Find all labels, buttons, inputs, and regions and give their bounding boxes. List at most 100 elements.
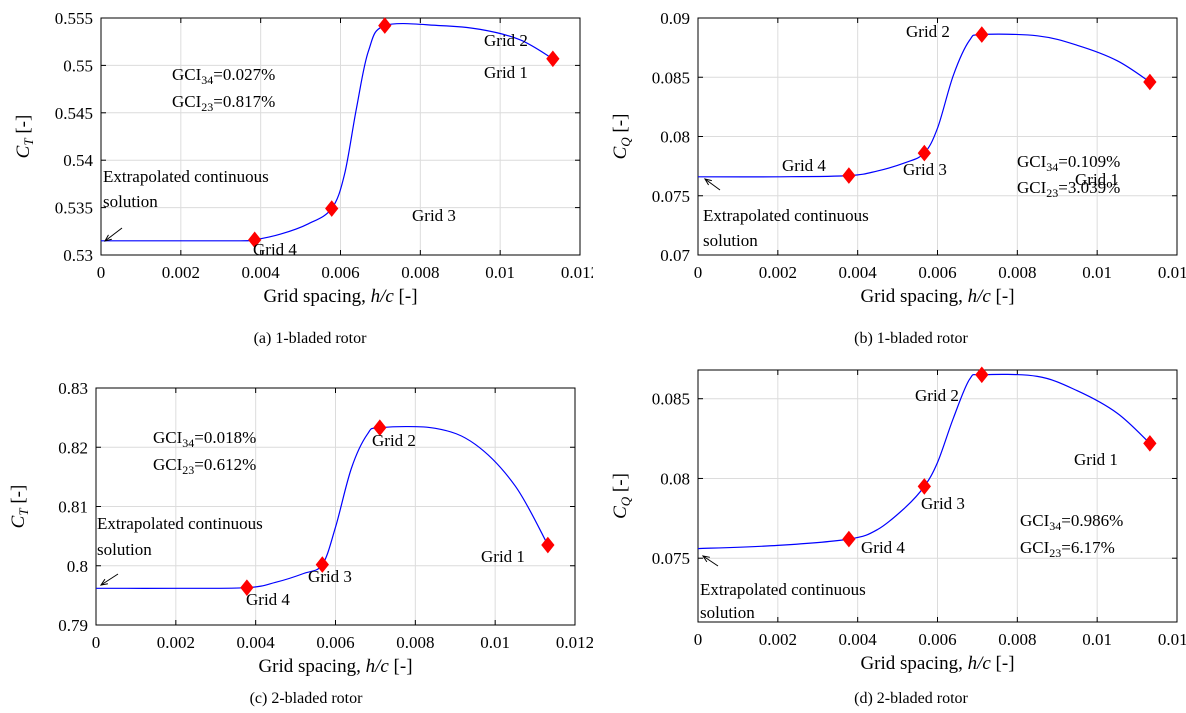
y-tick-label: 0.075 [652,549,690,568]
x-tick-label: 0.008 [998,263,1036,282]
y-tick-label: 0.07 [660,246,690,265]
y-axis-label: CT [-] [8,485,31,529]
point-label: Grid 2 [484,31,528,50]
y-tick-label: 0.085 [652,68,690,87]
gci-34: GCI34=0.018% [153,428,256,450]
data-point-grid-4 [240,579,254,596]
y-tick-label: 0.82 [58,438,88,457]
data-point-grid-4 [842,530,856,548]
point-label: Grid 3 [412,206,456,225]
extrapolated-annotation: Extrapolated continuous [97,514,263,533]
x-tick-label: 0.012 [556,633,593,652]
y-tick-label: 0.55 [63,56,93,75]
x-axis-label: Grid spacing, h/c [-] [263,286,417,307]
x-tick-label: 0.01 [480,633,510,652]
chart-panel-d: 0 0.002 0.004 0.006 0.008 0.01 0.012 0.075 0.08 0… [610,366,1186,674]
gci-23: GCI23=3.039% [1017,178,1120,200]
point-label: Grid 2 [915,386,959,405]
arrow-head [703,178,712,186]
extrapolated-annotation: Extrapolated continuous [700,580,866,599]
arrow-head [99,578,108,586]
point-label: Grid 1 [481,547,525,566]
data-point-grid-2 [378,17,392,34]
x-tick-label: 0.01 [1082,263,1112,282]
gci-34: GCI34=0.109% [1017,152,1120,174]
x-tick-label: 0.008 [998,630,1036,649]
point-label: Grid 1 [1075,170,1119,189]
data-point-grid-4 [248,231,262,249]
x-tick-label: 0.004 [237,633,276,652]
chart-panel-b: 0 0.002 0.004 0.006 0.008 0.01 0.012 0.07 0.075 0… [610,9,1186,307]
data-point-grid-2 [975,26,989,43]
annotation-arrow [702,555,719,567]
y-tick-label: 0.54 [63,151,93,170]
x-axis-label: Grid spacing, h/c [-] [258,656,412,677]
extrapolated-annotation: Extrapolated continuous [103,167,269,186]
point-label: Grid 4 [246,590,290,609]
point-label: Grid 2 [372,431,416,450]
point-label: Grid 4 [253,240,297,259]
panel-c: 0 0.002 0.004 0.006 0.008 0.01 0.012 0.79 0.8 0.8… [0,356,594,713]
x-tick-label: 0.002 [162,263,200,282]
data-point-grid-3 [325,200,339,217]
data-point-grid-1 [1143,435,1157,452]
annotation-arrow [104,227,123,242]
x-tick-label: 0.01 [1082,630,1112,649]
x-tick-label: 0.002 [157,633,195,652]
x-tick-label: 0.008 [396,633,434,652]
x-tick-label: 0 [92,633,101,652]
data-point-grid-3 [917,478,931,495]
x-tick-label: 0.002 [759,263,797,282]
y-tick-label: 0.79 [58,616,88,635]
extrapolated-annotation: solution [703,231,758,250]
y-axis-label: CQ [-] [610,114,633,160]
extrapolated-annotation: Extrapolated continuous [703,206,869,225]
x-tick-label: 0.012 [1158,630,1186,649]
data-point-grid-1 [541,536,555,554]
x-tick-label: 0 [694,630,703,649]
extrapolated-annotation: solution [103,192,158,211]
data-point-grid-3 [917,144,931,162]
x-tick-label: 0.012 [1158,263,1186,282]
data-point-grid-4 [842,167,856,184]
y-axis-label: CQ [-] [610,473,633,519]
point-label: Grid 1 [484,63,528,82]
x-tick-label: 0.002 [759,630,797,649]
x-tick-label: 0.006 [918,630,956,649]
caption-d: (d) 2-bladed rotor [854,690,968,707]
y-tick-label: 0.08 [660,469,690,488]
point-label: Grid 2 [906,22,950,41]
y-tick-label: 0.075 [652,187,690,206]
x-tick-label: 0.004 [242,263,281,282]
y-tick-label: 0.81 [58,498,88,517]
caption-c: (c) 2-bladed rotor [249,690,363,707]
gci-23: GCI23=0.817% [172,92,275,114]
data-point-grid-1 [546,50,560,68]
x-tick-label: 0.008 [401,263,439,282]
annotation-arrow [704,178,721,191]
caption-b: (b) 1-bladed rotor [854,330,968,347]
arrow-head [103,234,112,242]
y-tick-label: 0.535 [55,199,93,218]
point-label: Grid 3 [308,567,352,586]
x-tick-label: 0 [694,263,703,282]
data-point-grid-1 [1143,73,1157,91]
y-tick-label: 0.53 [63,246,93,265]
data-point-grid-3 [315,556,329,573]
x-tick-label: 0.004 [839,630,878,649]
chart-panel-a: 0 0.002 0.004 0.006 0.008 0.01 0.012 0.53 0.535 0… [13,9,599,307]
y-tick-label: 0.8 [67,557,88,576]
x-axis-label: Grid spacing, h/c [-] [860,653,1014,674]
x-tick-label: 0.004 [839,263,878,282]
chart-panel-c: 0 0.002 0.004 0.006 0.008 0.01 0.012 0.79 0.8 0.8… [8,379,594,677]
annotation-arrow [100,573,119,586]
x-tick-label: 0 [97,263,106,282]
point-label: Grid 1 [1074,450,1118,469]
gci-34: GCI34=0.027% [172,65,275,87]
x-axis-label: Grid spacing, h/c [-] [860,286,1014,307]
x-tick-label: 0.006 [321,263,359,282]
point-label: Grid 3 [921,494,965,513]
extrapolated-annotation: solution [700,603,755,622]
panel-d: 0 0.002 0.004 0.006 0.008 0.01 0.012 0.075 0.08 0… [593,356,1186,713]
